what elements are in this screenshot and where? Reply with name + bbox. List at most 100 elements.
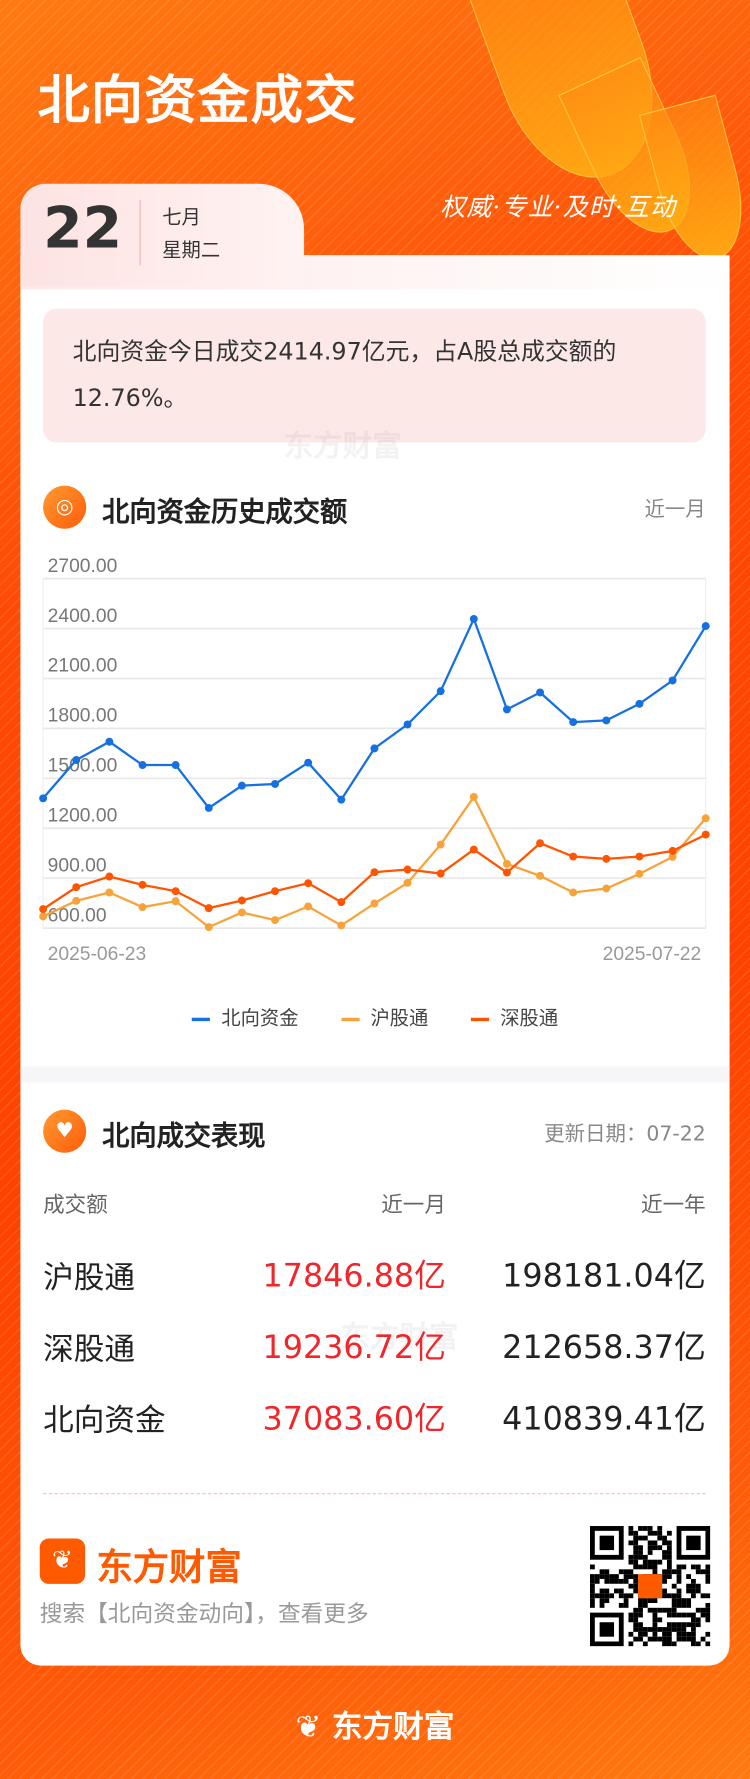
qr-module <box>705 1593 711 1599</box>
qr-module <box>695 1641 701 1647</box>
y-tick-label: 1500.00 <box>48 756 118 777</box>
qr-module <box>666 1627 672 1632</box>
qr-module <box>599 1603 605 1608</box>
qr-module <box>666 1540 672 1546</box>
qr-module <box>623 1574 629 1579</box>
row-month-value: 19236.72亿 <box>262 1328 446 1367</box>
qr-module <box>623 1603 629 1608</box>
qr-module <box>662 1535 667 1541</box>
qr-module <box>652 1622 658 1628</box>
qr-module <box>633 1559 639 1565</box>
data-point <box>502 859 511 868</box>
qr-module <box>589 1598 595 1604</box>
data-point <box>304 902 313 911</box>
qr-module <box>662 1578 667 1584</box>
qr-module <box>666 1574 672 1579</box>
qr-module <box>676 1622 682 1628</box>
qr-module <box>691 1627 696 1632</box>
data-point <box>39 905 48 914</box>
qr-module <box>676 1636 682 1642</box>
qr-module <box>642 1641 648 1647</box>
qr-module <box>681 1564 687 1570</box>
legend-item-northbound[interactable]: 北向资金 <box>191 1002 299 1031</box>
qr-module <box>691 1631 696 1637</box>
qr-module <box>676 1627 682 1632</box>
date-day: 22 <box>43 195 123 261</box>
qr-module <box>695 1607 701 1613</box>
qr-code[interactable] <box>589 1526 711 1647</box>
qr-module <box>705 1603 711 1608</box>
qr-module <box>676 1569 682 1575</box>
qr-module <box>604 1593 610 1599</box>
col-header-year: 近一年 <box>641 1192 706 1218</box>
data-point <box>138 880 147 889</box>
qr-module <box>671 1641 677 1647</box>
qr-module <box>599 1569 605 1575</box>
data-point <box>502 705 511 714</box>
qr-module <box>642 1559 648 1565</box>
qr-module <box>623 1569 629 1575</box>
qr-module <box>604 1598 610 1604</box>
data-point <box>701 622 710 631</box>
legend-item-shenzhen[interactable]: 深股通 <box>470 1002 559 1031</box>
qr-module <box>691 1578 696 1584</box>
row-label: 北向资金 <box>43 1403 166 1439</box>
data-point <box>39 794 48 803</box>
qr-module <box>638 1564 643 1570</box>
qr-module <box>638 1598 643 1604</box>
qr-module <box>671 1622 677 1628</box>
qr-module <box>638 1574 663 1599</box>
qr-module <box>705 1564 711 1570</box>
qr-module <box>700 1607 706 1613</box>
qr-module <box>666 1631 672 1637</box>
data-point <box>171 761 180 769</box>
qr-module <box>633 1622 639 1628</box>
brand-name: 东方财富 <box>96 1545 242 1589</box>
qr-module <box>662 1540 667 1546</box>
search-hint: 搜索【北向资金动向】，查看更多 <box>39 1599 369 1628</box>
data-point <box>436 840 445 849</box>
qr-module <box>652 1530 658 1536</box>
legend-label: 北向资金 <box>221 1007 299 1031</box>
qr-module <box>657 1530 663 1536</box>
qr-module <box>638 1636 643 1642</box>
qr-module <box>662 1641 667 1647</box>
data-point <box>502 868 511 877</box>
qr-module <box>666 1593 672 1599</box>
slogan: 权威·专业·及时·互动 <box>440 194 677 223</box>
range-selector[interactable]: 近一月 <box>644 498 706 522</box>
legend-item-shanghai[interactable]: 沪股通 <box>340 1002 428 1030</box>
data-point <box>370 899 379 908</box>
qr-module <box>686 1603 692 1608</box>
qr-module <box>647 1627 653 1632</box>
qr-module <box>681 1636 687 1642</box>
qr-module <box>666 1564 672 1570</box>
qr-module <box>695 1583 701 1589</box>
legend-label: 深股通 <box>500 1007 559 1031</box>
data-point <box>337 795 346 804</box>
row-label: 沪股通 <box>43 1260 136 1296</box>
col-header-amount: 成交额 <box>43 1192 108 1218</box>
qr-module <box>589 1588 595 1594</box>
qr-module <box>628 1530 634 1536</box>
data-point <box>403 720 412 729</box>
qr-module <box>633 1627 639 1632</box>
data-point <box>602 884 611 893</box>
col-header-month: 近一月 <box>381 1192 446 1218</box>
qr-module <box>652 1559 658 1565</box>
qr-module <box>705 1574 711 1579</box>
qr-module <box>589 1564 595 1570</box>
qr-module <box>676 1588 682 1594</box>
qr-module <box>671 1593 677 1599</box>
qr-module <box>599 1535 615 1551</box>
qr-module <box>676 1578 682 1584</box>
qr-module <box>666 1622 672 1628</box>
data-point <box>469 793 478 801</box>
data-point <box>469 845 478 854</box>
data-point <box>602 716 611 725</box>
qr-module <box>589 1603 595 1608</box>
data-point <box>370 868 379 877</box>
qr-module <box>666 1641 672 1647</box>
qr-module <box>705 1569 711 1575</box>
